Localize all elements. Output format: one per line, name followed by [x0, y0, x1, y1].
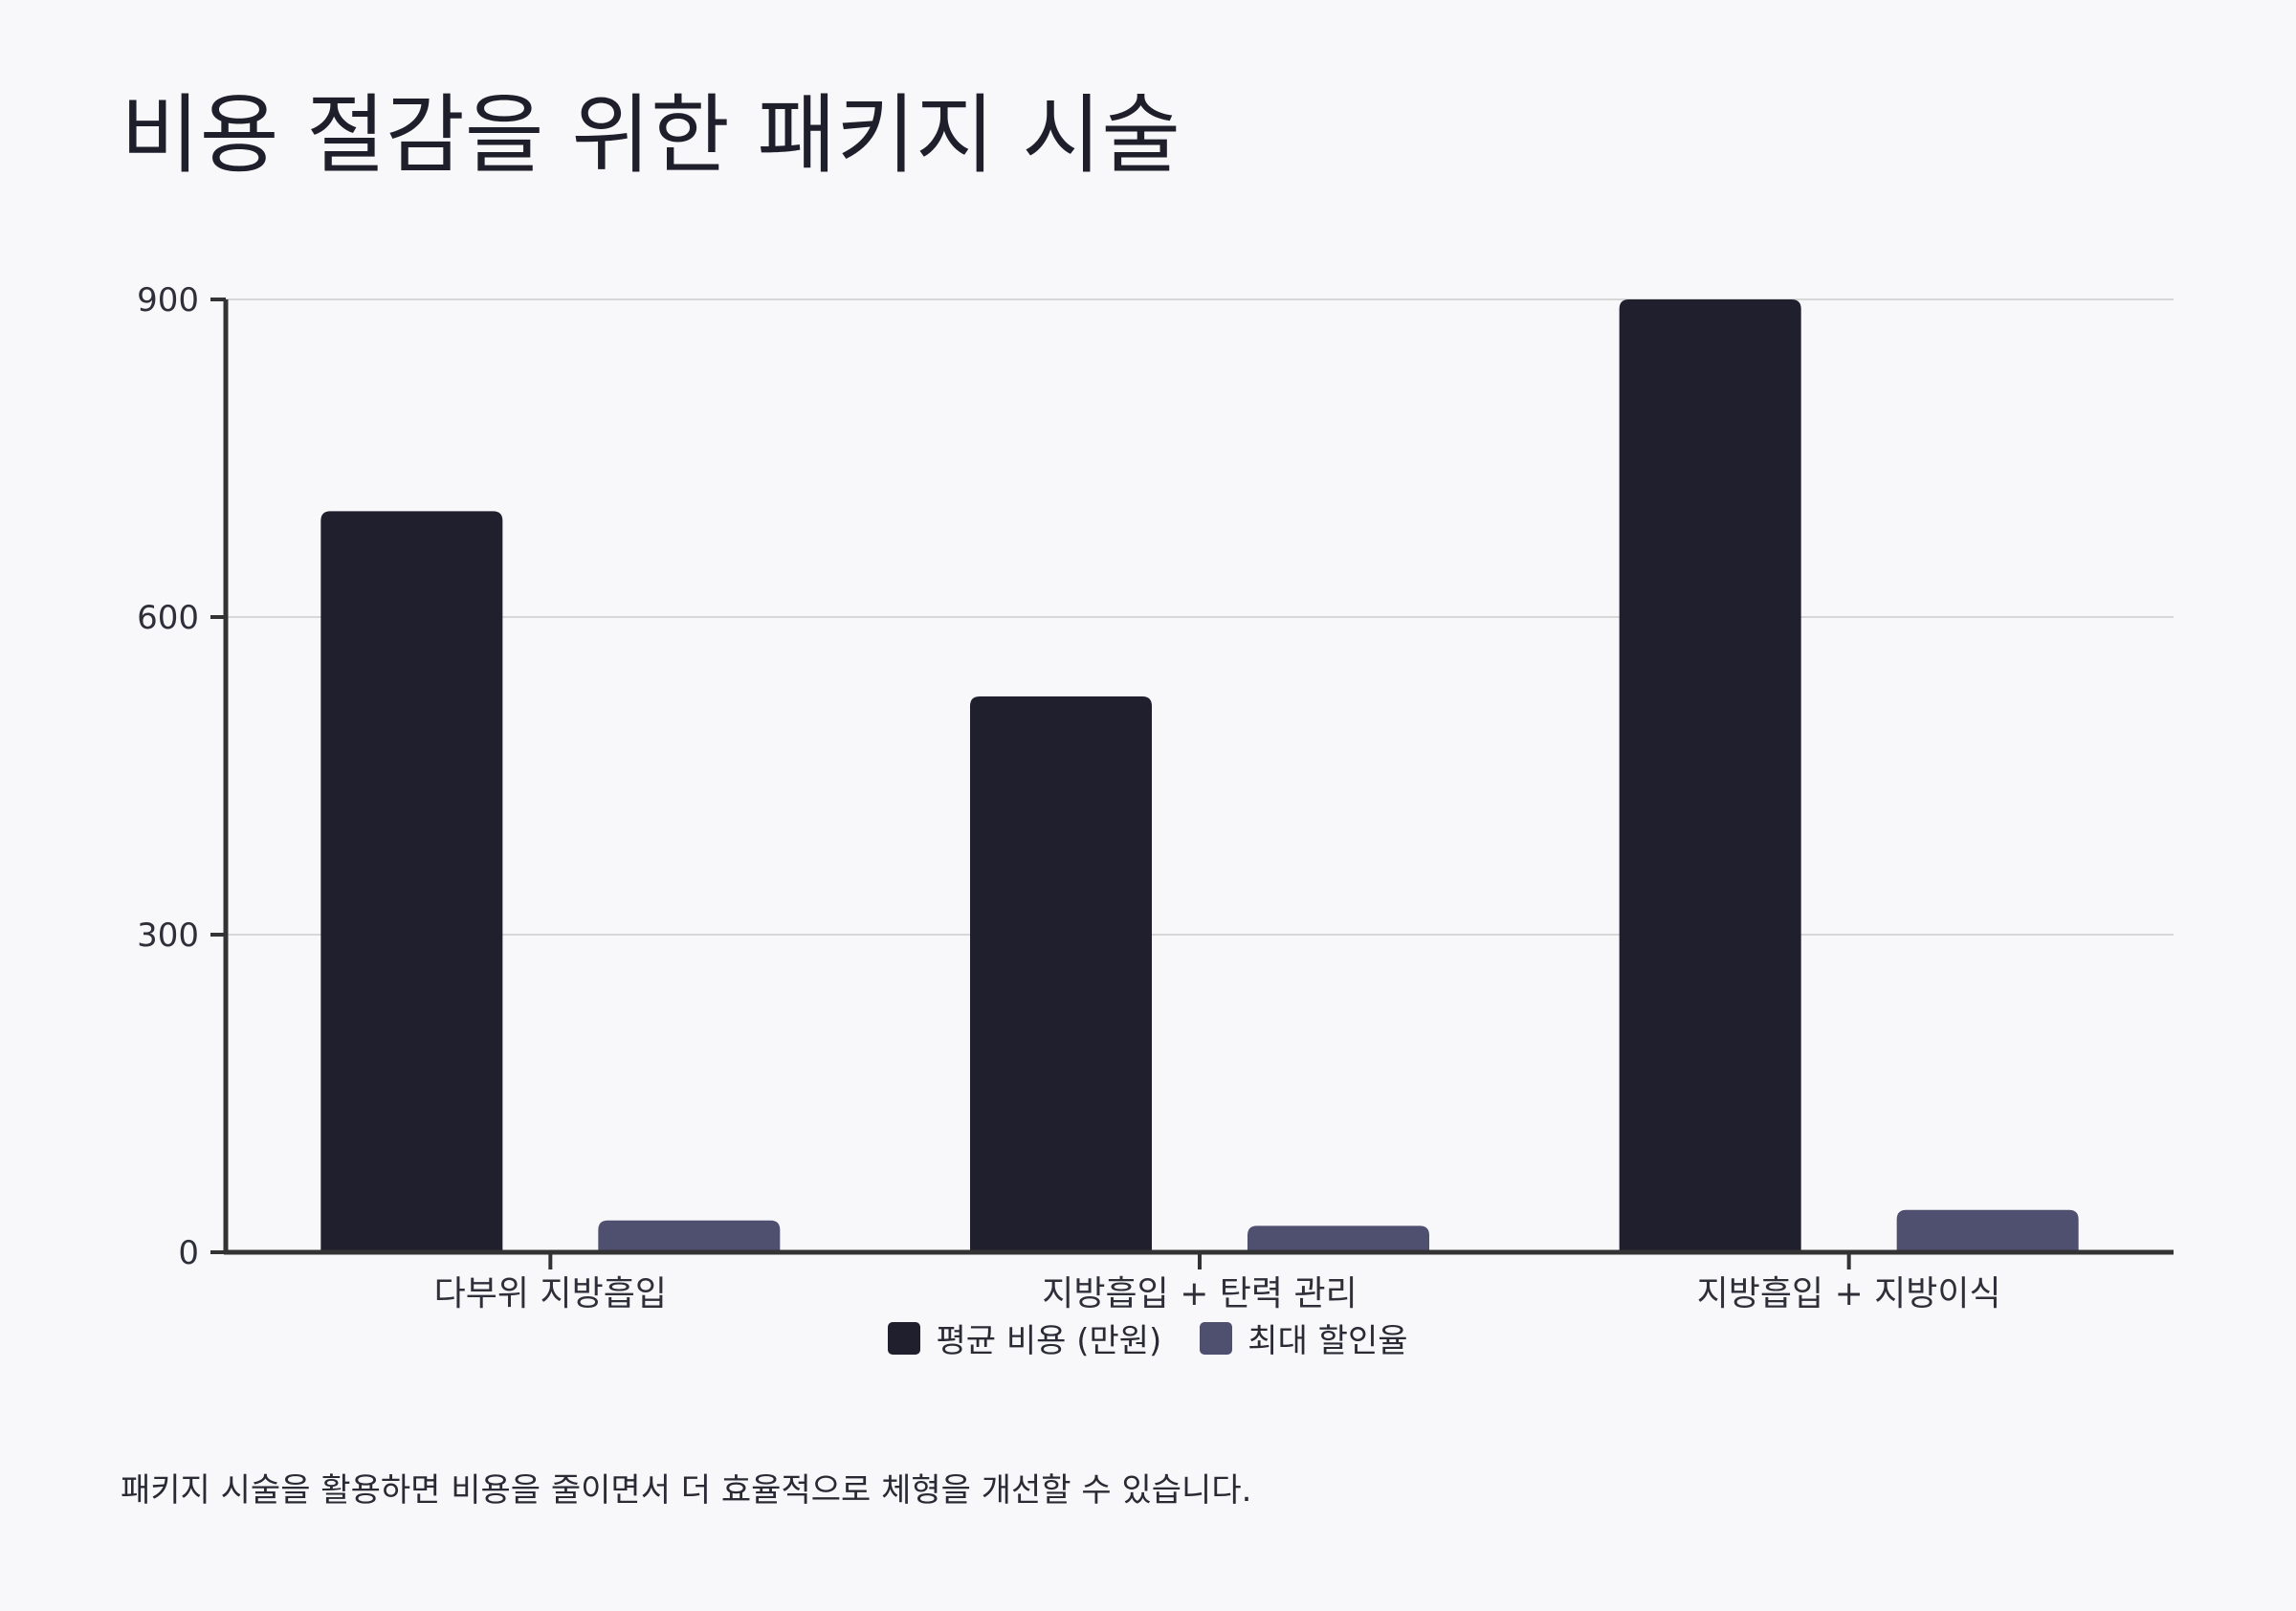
- legend-item-max-discount: 최대 할인율: [1200, 1314, 1408, 1361]
- chart-title: 비용 절감을 위한 패키지 시술: [121, 85, 1181, 186]
- x-tick-label-2: 지방흡입 + 지방이식: [1697, 1274, 2001, 1313]
- y-tick-label-2: 600: [137, 599, 199, 637]
- bar-0-0: [320, 511, 503, 1252]
- bar-1-0: [970, 696, 1152, 1252]
- legend-swatch-avg-cost: [888, 1321, 921, 1355]
- legend-swatch-max-discount: [1200, 1321, 1233, 1355]
- bar-2-1: [1896, 1209, 2079, 1252]
- bar-0-1: [598, 1220, 781, 1252]
- legend-label-avg-cost: 평균 비용 (만원): [936, 1322, 1162, 1360]
- y-tick-label-3: 900: [137, 281, 199, 320]
- bar-1-1: [1247, 1225, 1429, 1252]
- bar-2-0: [1619, 299, 1801, 1252]
- legend-label-max-discount: 최대 할인율: [1247, 1322, 1408, 1360]
- x-tick-label-0: 다부위 지방흡입: [434, 1274, 667, 1313]
- caption: 패키지 시술을 활용하면 비용을 줄이면서 더 효율적으로 체형을 개선할 수 …: [121, 1471, 1252, 1510]
- y-tick-label-0: 0: [178, 1234, 199, 1272]
- y-tick-label-1: 300: [137, 916, 199, 955]
- legend: 평균 비용 (만원) 최대 할인율: [0, 1314, 2296, 1361]
- x-tick-label-1: 지방흡입 + 탄력 관리: [1042, 1274, 1357, 1313]
- legend-item-avg-cost: 평균 비용 (만원): [888, 1314, 1161, 1361]
